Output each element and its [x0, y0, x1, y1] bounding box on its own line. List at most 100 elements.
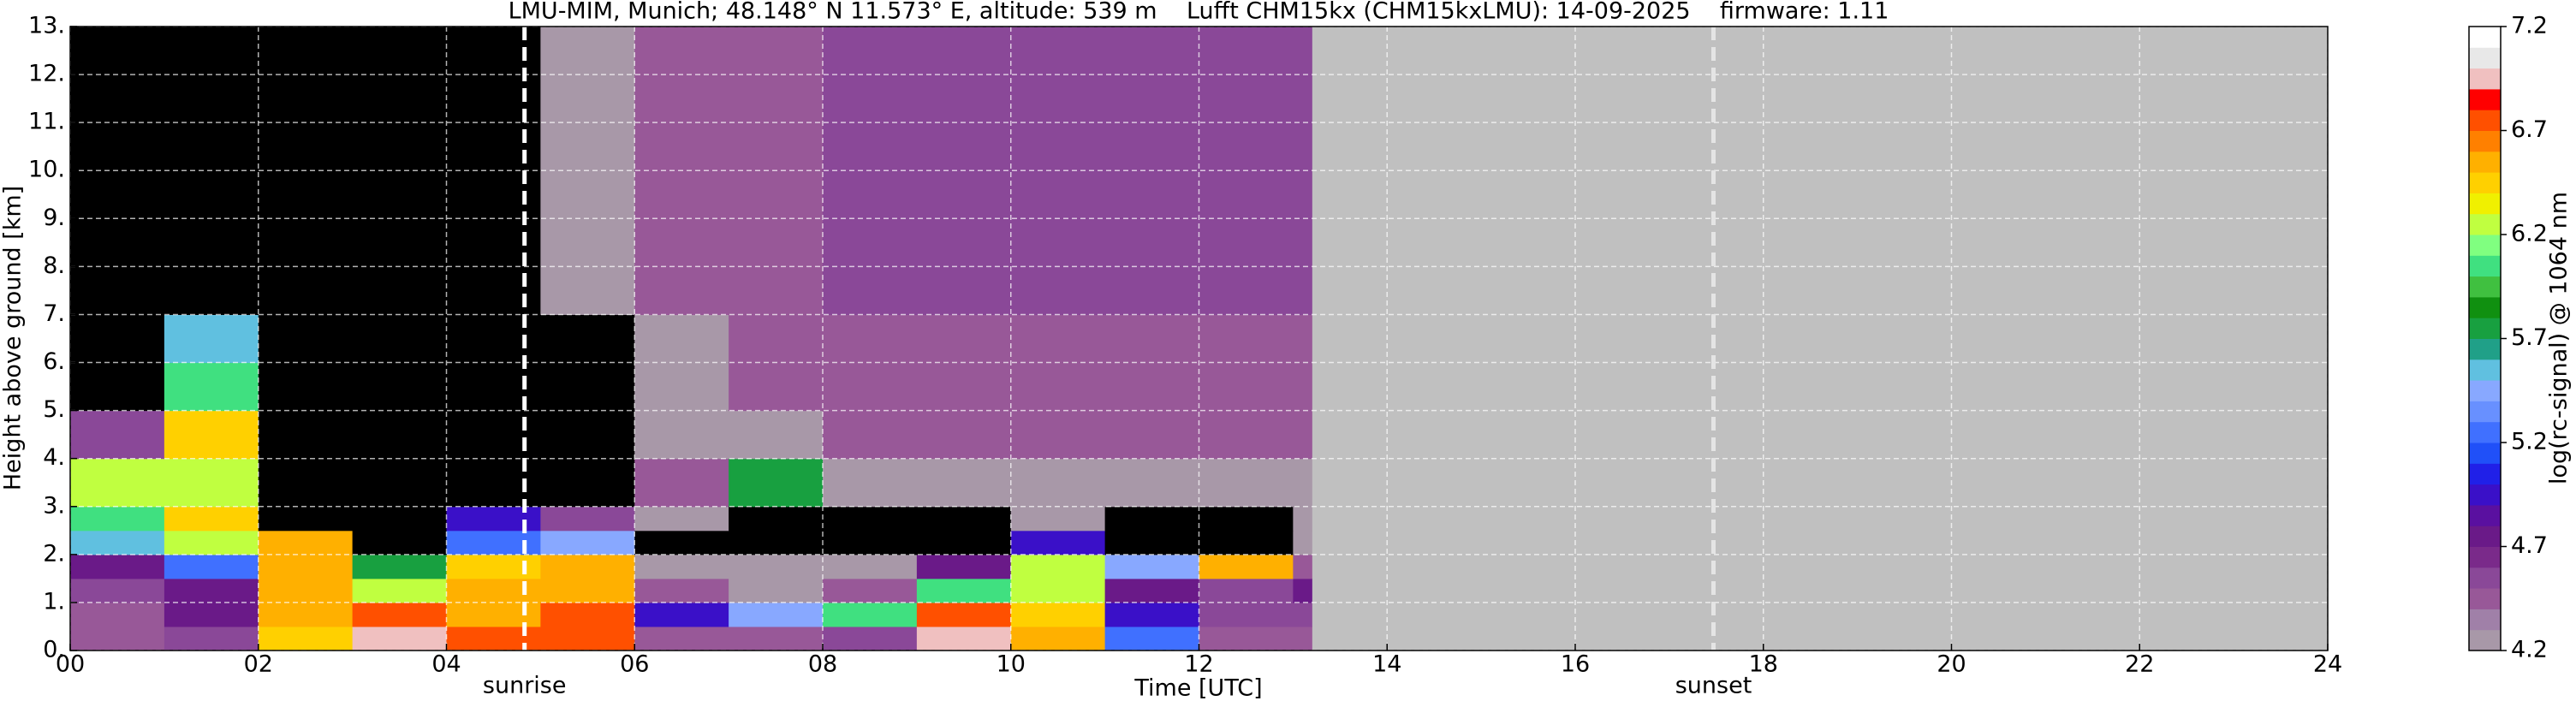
- heatmap-cell: [729, 314, 824, 364]
- heatmap-cell: [352, 626, 447, 651]
- heatmap-cell: [1293, 578, 1312, 603]
- heatmap-cell: [823, 266, 918, 315]
- y-tick-label: 5.: [43, 396, 65, 423]
- heatmap-cell: [1104, 458, 1199, 508]
- heatmap-cell: [916, 554, 1012, 579]
- heatmap-cell: [1199, 530, 1294, 556]
- colorbar-swatch: [2469, 588, 2501, 609]
- heatmap-cell: [729, 626, 824, 651]
- heatmap-cell: [916, 362, 1012, 412]
- heatmap-cell: [1010, 554, 1106, 579]
- heatmap-cell: [1199, 578, 1294, 603]
- heatmap-cell: [634, 626, 729, 651]
- heatmap-cell: [164, 554, 259, 579]
- heatmap-cell: [1199, 602, 1294, 627]
- heatmap-cell: [1104, 578, 1199, 603]
- colorbar-swatch: [2469, 421, 2501, 443]
- heatmap-cell: [729, 410, 824, 460]
- heatmap-cell: [1199, 554, 1294, 579]
- chart-title: LMU-MIM, Munich; 48.148° N 11.573° E, al…: [509, 0, 1889, 25]
- heatmap-cell: [352, 578, 447, 603]
- x-tick-label: 04: [431, 651, 461, 678]
- heatmap-cell: [258, 626, 354, 651]
- heatmap-cell: [823, 458, 918, 508]
- colorbar-tick-label: 4.2: [2511, 637, 2548, 663]
- x-tick-label: 24: [2313, 651, 2342, 678]
- heatmap-cell: [1010, 506, 1106, 532]
- heatmap-cell: [258, 578, 354, 603]
- colorbar-swatch: [2469, 296, 2501, 318]
- heatmap-cell: [916, 266, 1012, 315]
- heatmap-cell: [634, 362, 729, 412]
- heatmap-cell: [70, 578, 165, 603]
- colorbar-swatch: [2469, 255, 2501, 277]
- heatmap-cell: [352, 530, 447, 556]
- colorbar-swatch: [2469, 235, 2501, 256]
- colorbar-swatch: [2469, 27, 2501, 48]
- heatmap-cell: [164, 506, 259, 532]
- heatmap-cell: [164, 626, 259, 651]
- x-tick-label: 08: [808, 651, 837, 678]
- heatmap-cell: [823, 506, 918, 532]
- heatmap-cell: [352, 362, 447, 412]
- heatmap-cell: [1010, 314, 1106, 364]
- heatmap-cell: [258, 362, 354, 412]
- y-tick-label: 12.: [28, 61, 65, 87]
- heatmap-cell: [729, 458, 824, 508]
- heatmap-cell: [1293, 458, 1312, 508]
- heatmap-cell: [1199, 314, 1294, 364]
- heatmap-cell: [1104, 410, 1199, 460]
- heatmap-cell: [916, 458, 1012, 508]
- heatmap-cell: [540, 458, 635, 508]
- heatmap-cell: [1104, 27, 1199, 171]
- heatmap-cell: [823, 314, 918, 364]
- heatmap-cell: [540, 314, 635, 364]
- colorbar-swatch: [2469, 484, 2501, 506]
- heatmap-cell: [634, 266, 729, 315]
- heatmap-cell: [1104, 266, 1199, 315]
- x-tick-label: 20: [1936, 651, 1966, 678]
- heatmap-cell: [1293, 170, 1312, 267]
- y-tick-label: 4.: [43, 444, 65, 471]
- heatmap-cell: [823, 602, 918, 627]
- heatmap-cell: [258, 554, 354, 579]
- heatmap-cell: [634, 458, 729, 508]
- heatmap-cell: [540, 362, 635, 412]
- heatmap-cell: [729, 602, 824, 627]
- heatmap-cell: [70, 530, 165, 556]
- colorbar-tick-label: 5.7: [2511, 324, 2548, 351]
- colorbar-swatch: [2469, 443, 2501, 464]
- heatmap-cell: [446, 410, 541, 460]
- heatmap-cell: [1199, 458, 1294, 508]
- colorbar-swatch: [2469, 47, 2501, 69]
- heatmap-cell: [446, 27, 541, 171]
- y-tick-label: 3.: [43, 492, 65, 519]
- plot-frame: [69, 26, 2329, 651]
- x-tick-label: 00: [56, 651, 85, 678]
- heatmap-cell: [1293, 410, 1312, 460]
- heatmap-cell: [1293, 27, 1312, 171]
- heatmap-cell: [164, 314, 259, 364]
- heatmap-cell: [916, 578, 1012, 603]
- heatmap-cell: [70, 458, 165, 508]
- y-tick-label: 10.: [28, 157, 65, 183]
- heatmap-cell: [634, 578, 729, 603]
- heatmap-cell: [540, 626, 635, 651]
- heatmap-cell: [258, 530, 354, 556]
- colorbar-swatch: [2469, 359, 2501, 381]
- heatmap-cell: [446, 626, 541, 651]
- heatmap-cell: [540, 578, 635, 603]
- heatmap-cell: [823, 362, 918, 412]
- heatmap-cell: [1199, 506, 1294, 532]
- heatmap-cell: [540, 506, 635, 532]
- y-tick-label: 7.: [43, 300, 65, 327]
- heatmap-cell: [446, 506, 541, 532]
- heatmap-cell: [1104, 506, 1199, 532]
- heatmap-cell: [1010, 410, 1106, 460]
- heatmap-cell: [446, 362, 541, 412]
- heatmap-cell: [446, 458, 541, 508]
- heatmap-cell: [634, 27, 729, 171]
- heatmap-cell: [1199, 362, 1294, 412]
- heatmap-cell: [634, 314, 729, 364]
- heatmap-cell: [1104, 554, 1199, 579]
